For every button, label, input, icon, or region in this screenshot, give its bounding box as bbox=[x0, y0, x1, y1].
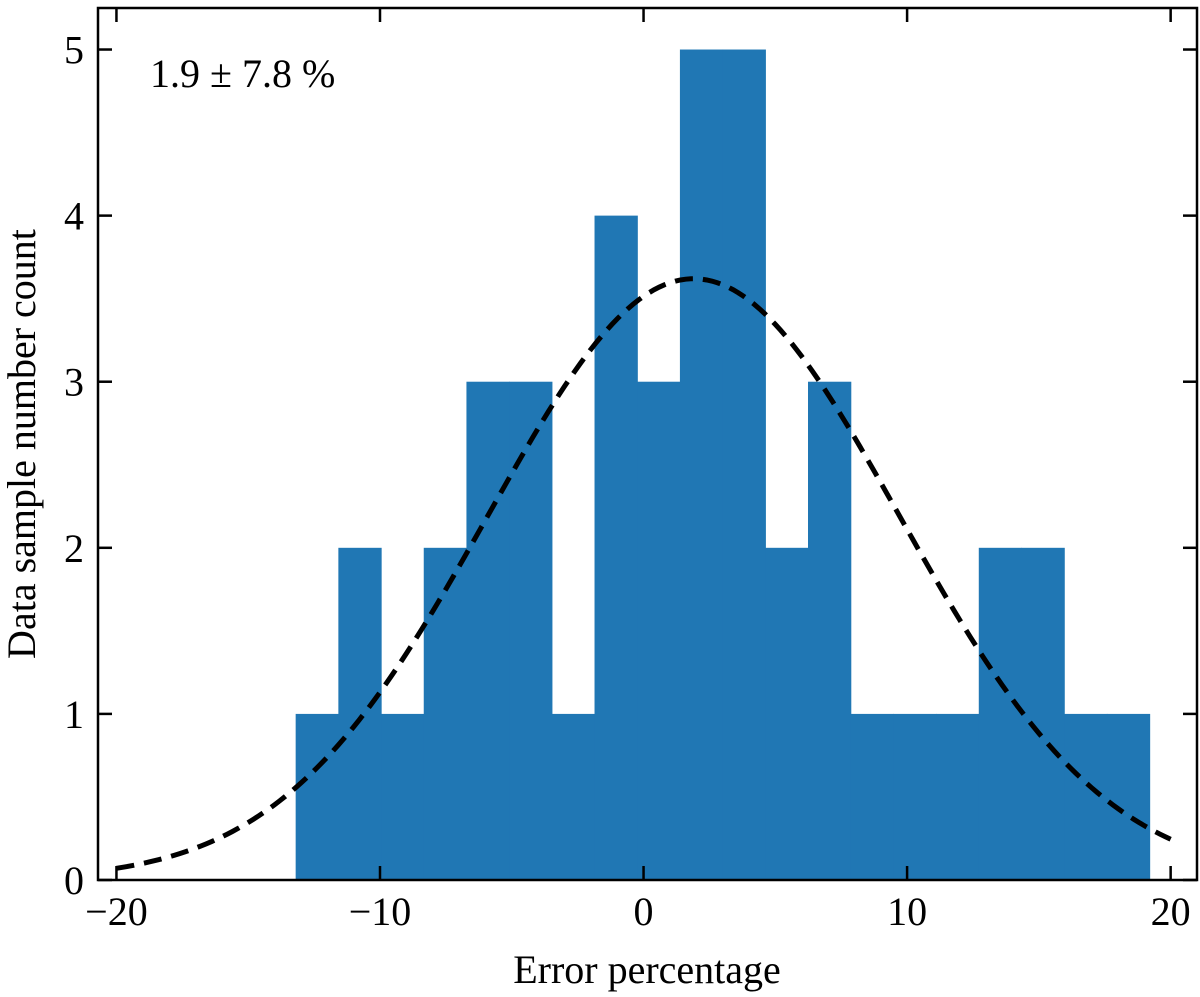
histogram-bar bbox=[1064, 713, 1108, 880]
y-tick-label: 1 bbox=[64, 692, 84, 737]
x-tick-label: −20 bbox=[85, 889, 148, 934]
stats-annotation: 1.9 ± 7.8 % bbox=[150, 51, 335, 96]
y-tick-label: 4 bbox=[64, 194, 84, 239]
axis-tick-labels: −20 −10 0 10 20 0 1 2 3 4 5 bbox=[64, 28, 1191, 934]
histogram-bar bbox=[850, 713, 894, 880]
y-tick-label: 0 bbox=[64, 858, 84, 903]
histogram-bar bbox=[551, 713, 596, 880]
histogram-bar bbox=[808, 381, 852, 880]
histogram-bar bbox=[466, 381, 510, 880]
histogram-bar bbox=[893, 713, 937, 880]
histogram-bar bbox=[978, 547, 1023, 880]
histogram-bars bbox=[295, 49, 1151, 881]
y-axis-label: Data sample number count bbox=[0, 229, 44, 659]
y-tick-label: 2 bbox=[64, 526, 84, 571]
y-tick-label: 3 bbox=[64, 360, 84, 405]
histogram-bar bbox=[637, 381, 681, 880]
histogram-bar bbox=[722, 49, 766, 881]
histogram-bar bbox=[381, 713, 425, 880]
x-tick-label: 0 bbox=[634, 889, 654, 934]
histogram-bar bbox=[765, 547, 809, 880]
x-tick-label: 20 bbox=[1151, 889, 1191, 934]
plot-frame bbox=[96, 6, 1199, 882]
histogram-bar bbox=[338, 547, 382, 880]
histogram-bar bbox=[295, 713, 339, 880]
histogram-bar bbox=[509, 381, 553, 880]
histogram-bar bbox=[423, 547, 468, 880]
y-tick-label: 5 bbox=[64, 28, 84, 73]
histogram-bar bbox=[679, 49, 724, 881]
x-tick-label: −10 bbox=[349, 889, 412, 934]
x-tick-label: 10 bbox=[887, 889, 927, 934]
histogram-bar bbox=[1106, 713, 1151, 880]
histogram-bar bbox=[594, 215, 638, 881]
histogram-bar bbox=[1021, 547, 1065, 880]
x-axis-label: Error percentage bbox=[513, 947, 781, 992]
histogram-bar bbox=[936, 713, 980, 880]
axis-ticks bbox=[98, 8, 1197, 882]
